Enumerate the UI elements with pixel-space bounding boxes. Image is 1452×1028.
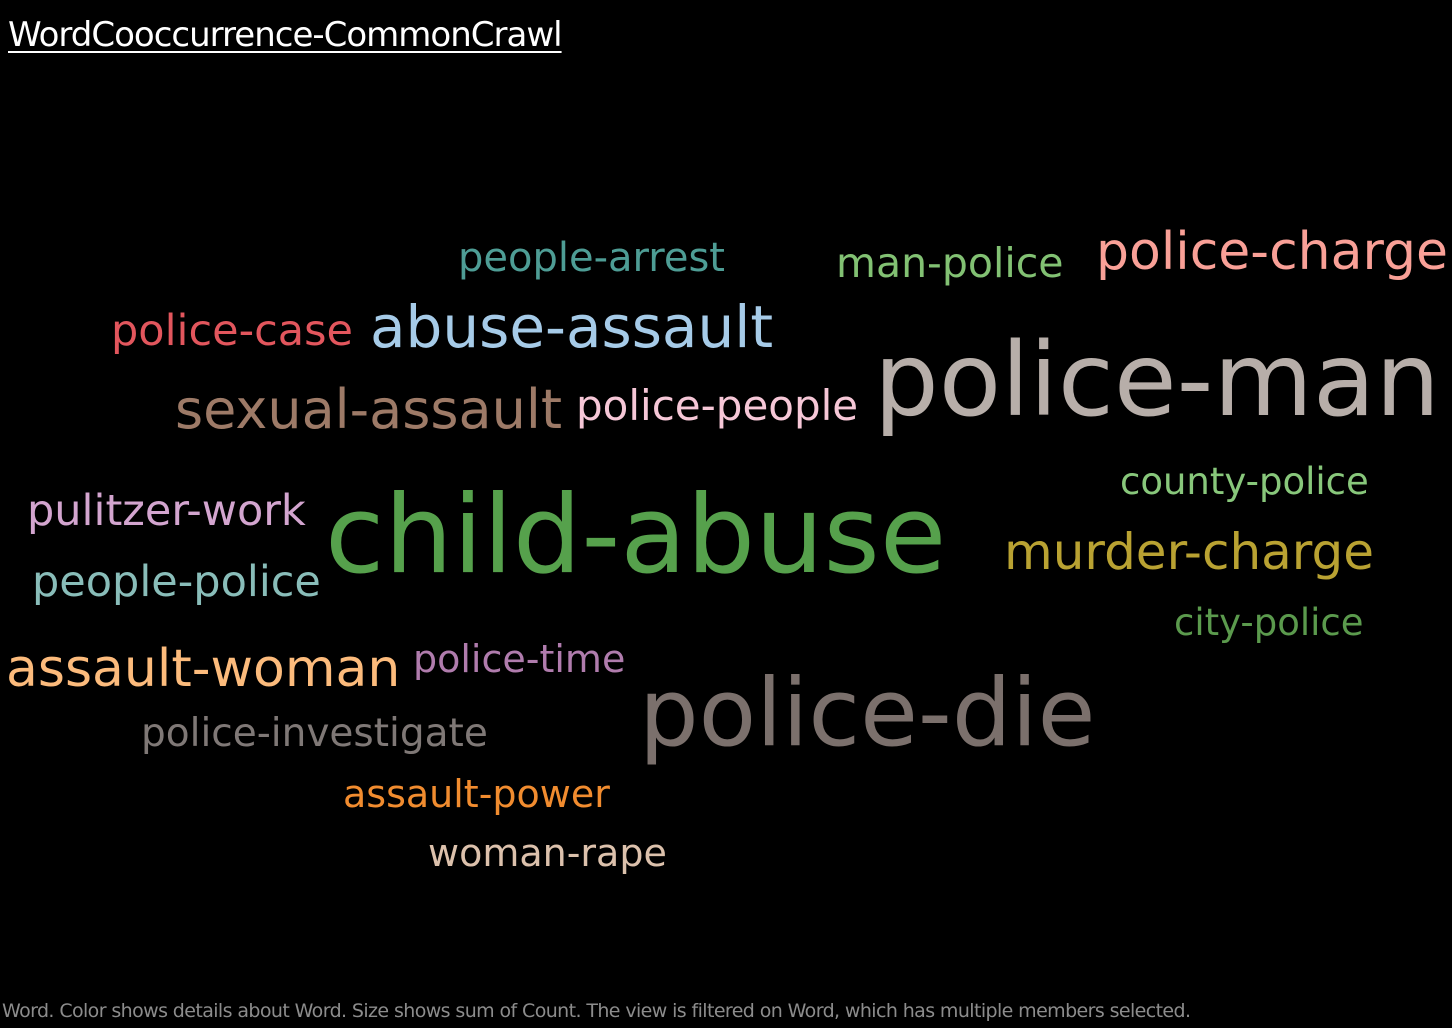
word-police-charge[interactable]: police-charge [1096, 222, 1448, 282]
word-city-police[interactable]: city-police [1174, 601, 1364, 644]
word-woman-rape[interactable]: woman-rape [428, 831, 667, 875]
word-police-people[interactable]: police-people [576, 381, 859, 430]
word-county-police[interactable]: county-police [1120, 460, 1369, 503]
word-murder-charge[interactable]: murder-charge [1004, 523, 1374, 581]
word-police-man[interactable]: police-man [874, 321, 1440, 440]
word-assault-power[interactable]: assault-power [343, 772, 610, 816]
word-assault-woman[interactable]: assault-woman [6, 639, 401, 699]
word-police-time[interactable]: police-time [413, 637, 626, 681]
word-cloud: people-arrest man-police police-charge poli… [6, 222, 1448, 875]
view-caption: Word. Color shows details about Word. Si… [2, 1000, 1191, 1022]
word-pulitzer-work[interactable]: pulitzer-work [27, 486, 306, 536]
word-police-case[interactable]: police-case [111, 306, 353, 356]
sheet-title: WordCooccurrence-CommonCrawl [8, 15, 563, 55]
word-people-police[interactable]: people-police [32, 557, 321, 607]
word-police-investigate[interactable]: police-investigate [141, 711, 488, 756]
word-people-arrest[interactable]: people-arrest [458, 235, 725, 281]
word-abuse-assault[interactable]: abuse-assault [370, 293, 774, 361]
word-man-police[interactable]: man-police [836, 239, 1064, 287]
word-child-abuse[interactable]: child-abuse [325, 473, 947, 598]
word-sexual-assault[interactable]: sexual-assault [175, 378, 563, 441]
word-police-die[interactable]: police-die [639, 659, 1096, 768]
